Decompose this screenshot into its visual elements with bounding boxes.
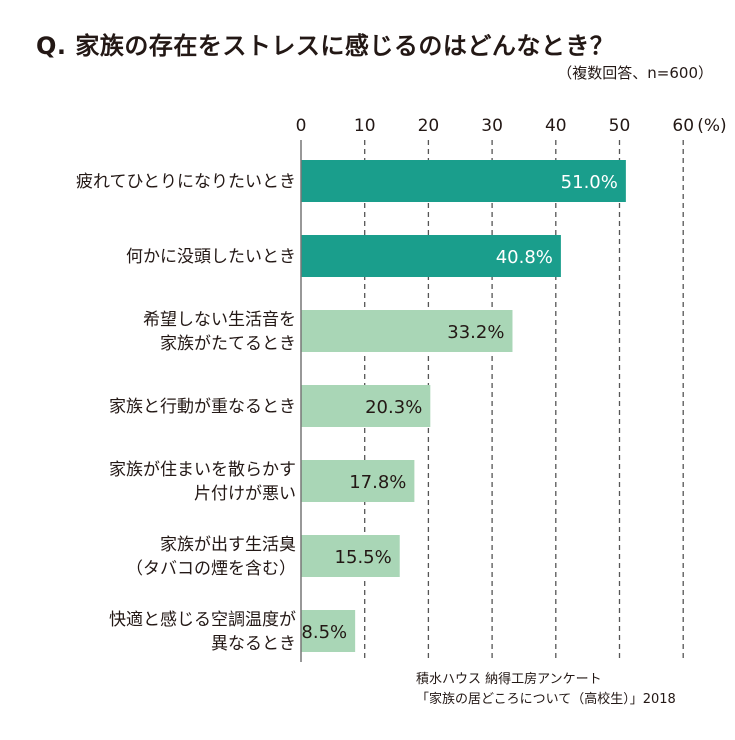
category-label: 何かに没頭したいとき [126,247,296,267]
category-label: 疲れてひとりになりたいとき [76,172,296,192]
x-tick-label: 50 [609,116,631,136]
source-line-1: 積水ハウス 納得工房アンケート [416,672,602,687]
bar-value-label: 40.8% [496,247,553,268]
category-label: 異なるとき [211,634,296,654]
bar-value-label: 17.8% [349,472,406,493]
category-label: 片付けが悪い [194,484,296,504]
bar [301,310,513,352]
chart-title: Q. 家族の存在をストレスに感じるのはどんなとき？ [36,32,615,60]
bar [301,610,356,652]
x-tick-label: 40 [545,116,567,136]
source-note: 積水ハウス 納得工房アンケート 「家族の居どころについて（高校生）」2018 [416,670,676,710]
category-label: 家族と行動が重なるとき [109,397,296,417]
category-label: 家族が出す生活臭 [160,535,296,555]
bar [301,385,431,427]
category-label: 家族がたてるとき [160,334,296,354]
category-label: 快適と感じる空調温度が [109,610,296,630]
bar-value-label: 8.5% [301,622,347,643]
x-tick-label: 0 [296,116,307,136]
x-tick-label: 10 [354,116,376,136]
x-tick-label: 30 [481,116,503,136]
category-label: （タバコの煙を含む） [126,559,296,579]
bar-value-label: 51.0% [561,172,618,193]
bar [301,160,626,202]
bar [301,460,415,502]
bar [301,235,561,277]
x-unit-label: (%) [697,116,726,136]
category-label: 家族が住まいを散らかす [109,460,296,480]
bar [301,535,400,577]
bar-value-label: 15.5% [335,547,392,568]
chart-subtitle: （複数回答、n=600） [557,64,713,82]
bar-value-label: 20.3% [365,397,422,418]
x-tick-label: 20 [418,116,440,136]
bar-value-label: 33.2% [447,322,504,343]
category-label: 希望しない生活音を [143,310,296,330]
x-tick-label: 60 [672,116,694,136]
source-line-2: 「家族の居どころについて（高校生）」2018 [416,692,676,707]
